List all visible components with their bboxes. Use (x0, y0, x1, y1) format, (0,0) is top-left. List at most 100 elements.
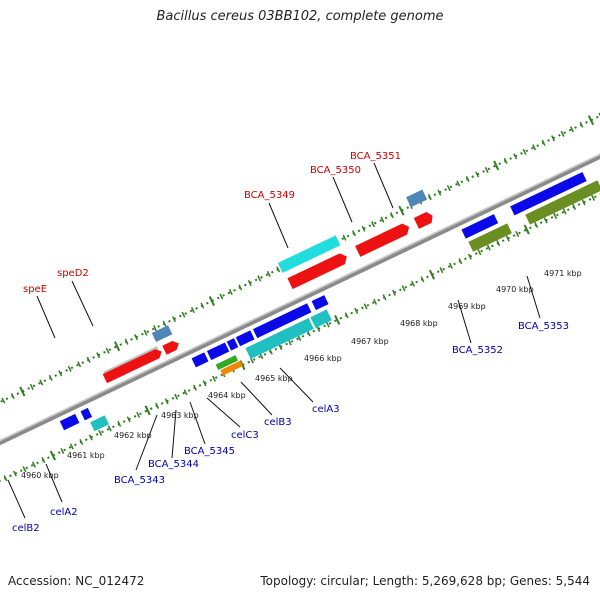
minor-tick (475, 171, 480, 178)
minor-tick (448, 262, 453, 269)
minor-tick (162, 320, 167, 327)
gene-label-cela2[interactable]: celA2 (50, 507, 78, 518)
forward-gene-labels: speE speD2 BCA_5349 BCA_5350 BCA_5351 (23, 151, 401, 295)
gene-label-spee[interactable]: speE (23, 284, 47, 295)
minor-tick (88, 434, 93, 441)
gene-bca-5350[interactable] (355, 221, 412, 257)
gene-label-bca-5350[interactable]: BCA_5350 (310, 165, 361, 176)
gene-label-bca-5349[interactable]: BCA_5349 (244, 190, 295, 201)
gene-label-bca-5345[interactable]: BCA_5345 (184, 446, 235, 457)
gene-spee-red[interactable] (102, 347, 164, 384)
minor-tick (126, 416, 131, 423)
gene-bca-5344-orange[interactable] (220, 360, 243, 376)
gene-label-bca-5344[interactable]: BCA_5344 (148, 459, 199, 470)
gene-label-bca-5343[interactable]: BCA_5343 (114, 475, 165, 486)
minor-tick (200, 302, 205, 309)
minor-tick (171, 316, 176, 323)
minor-tick (534, 221, 539, 229)
gene-bca-5352[interactable] (461, 214, 499, 239)
minor-tick (219, 293, 224, 300)
gene-celb2[interactable] (59, 413, 80, 431)
map-title: Bacillus cereus 03BB102, complete genome (156, 9, 444, 24)
kbp-label: 4962 kbp (114, 431, 152, 440)
minor-tick (22, 466, 27, 473)
minor-tick (193, 384, 198, 391)
gene-label-sped2[interactable]: speD2 (57, 268, 89, 279)
leader-line (71, 280, 94, 327)
minor-tick (117, 420, 122, 427)
minor-tick (107, 425, 112, 432)
gene-bca-5352-green[interactable] (468, 223, 512, 252)
gene-label-cela3[interactable]: celA3 (312, 404, 340, 415)
minor-tick (503, 157, 508, 164)
minor-tick (401, 285, 406, 292)
minor-tick (41, 457, 46, 464)
forward-tick-marks (1, 112, 600, 404)
gene-celc3-cyan[interactable] (245, 318, 314, 360)
gene-bca-5353[interactable] (510, 171, 587, 216)
gene-celb3[interactable] (252, 303, 312, 339)
minor-tick (77, 361, 82, 368)
gene-celc3[interactable] (235, 330, 255, 347)
major-tick (523, 224, 530, 235)
gene-cela2[interactable] (80, 407, 93, 421)
leader-line (36, 295, 56, 339)
gene-label-bca-5352[interactable]: BCA_5352 (452, 345, 503, 356)
gene-label-bca-5353[interactable]: BCA_5353 (518, 321, 569, 332)
gene-label-celb3[interactable]: celB3 (264, 417, 292, 428)
gene-sped2-red[interactable] (162, 339, 181, 355)
minor-tick (467, 253, 472, 260)
gene-bca-5349[interactable] (277, 235, 341, 273)
gene-sped2[interactable] (151, 325, 173, 343)
gene-label-celc3[interactable]: celC3 (231, 430, 259, 441)
reverse-gene-leaders (7, 275, 541, 519)
minor-tick (354, 307, 359, 314)
minor-tick (105, 347, 110, 354)
kbp-label: 4964 kbp (208, 391, 246, 400)
minor-tick (486, 244, 491, 251)
minor-tick (532, 144, 537, 151)
gene-celb3-cyan[interactable] (310, 309, 332, 329)
minor-tick (382, 294, 387, 301)
minor-tick (190, 307, 195, 314)
minor-tick (560, 130, 565, 137)
gene-bca-5349-red[interactable] (287, 251, 349, 290)
reverse-gene-labels: celB2 celA2 BCA_5343 BCA_5344 BCA_5345 c… (12, 321, 569, 534)
minor-tick (164, 398, 169, 405)
gene-bca-5343[interactable] (191, 352, 209, 368)
major-tick (398, 205, 405, 216)
gene-cela2-cyan[interactable] (90, 415, 109, 432)
gene-bca-5344[interactable] (206, 342, 230, 361)
gene-bca-5353-green[interactable] (525, 180, 600, 225)
gene-bca-5345[interactable] (226, 338, 239, 351)
genome-summary-text: Topology: circular; Length: 5,269,628 bp… (260, 574, 590, 588)
minor-tick (581, 199, 586, 206)
minor-tick (439, 267, 444, 274)
minor-tick (58, 370, 63, 377)
kbp-label: 4968 kbp (400, 319, 438, 328)
minor-tick (344, 312, 349, 319)
minor-tick (389, 212, 394, 219)
major-tick (493, 160, 500, 171)
minor-tick (48, 374, 53, 381)
leader-line (7, 479, 26, 519)
gene-label-celb2[interactable]: celB2 (12, 523, 40, 534)
gene-bca-5351[interactable] (413, 210, 435, 229)
leader-line (206, 397, 241, 428)
leader-line (189, 401, 206, 445)
major-tick (208, 296, 215, 306)
minor-tick (543, 217, 548, 224)
gene-label-bca-5351[interactable]: BCA_5351 (350, 151, 401, 162)
major-tick (428, 269, 436, 280)
gene-cela3[interactable] (311, 295, 329, 311)
minor-tick (60, 447, 65, 455)
minor-tick (31, 461, 36, 468)
minor-tick (202, 380, 207, 387)
kbp-label: 4965 kbp (255, 374, 293, 383)
gene-bca-5351-small[interactable] (406, 189, 428, 208)
gene-bca-5344-green[interactable] (215, 355, 239, 371)
minor-tick (247, 279, 252, 286)
minor-tick (477, 249, 482, 256)
